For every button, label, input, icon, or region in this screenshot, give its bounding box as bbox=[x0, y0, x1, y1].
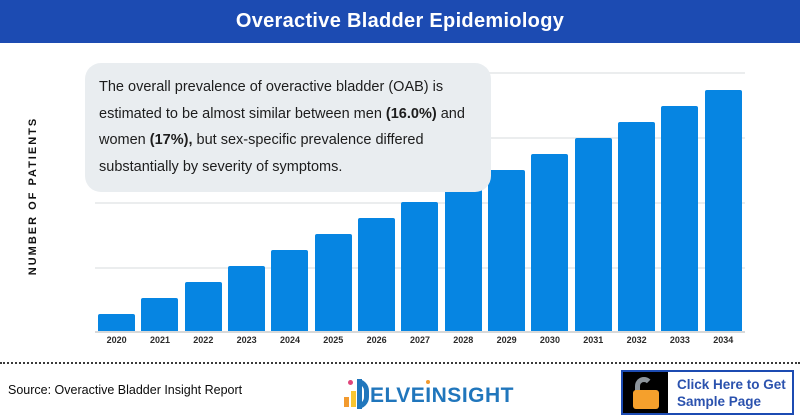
x-tick-2023: 2023 bbox=[236, 335, 257, 345]
open-padlock-icon bbox=[632, 376, 659, 409]
logo-orange-bar bbox=[344, 397, 349, 407]
delveinsight-logo: ELVEINSIGHT bbox=[344, 377, 514, 409]
logo-pink-dot bbox=[348, 380, 353, 385]
annotation-text: The overall prevalence of overactive bla… bbox=[99, 79, 465, 175]
source-text: Source: Overactive Bladder Insight Repor… bbox=[8, 383, 243, 397]
page-title: Overactive Bladder Epidemiology bbox=[235, 10, 565, 32]
x-tick-2030: 2030 bbox=[539, 335, 560, 345]
logo-accent-i: I bbox=[425, 384, 432, 407]
bar-2028 bbox=[444, 186, 482, 331]
bar-2024 bbox=[271, 250, 309, 331]
x-tick-2032: 2032 bbox=[626, 335, 647, 345]
lock-icon-box bbox=[623, 372, 668, 413]
x-tick-2027: 2027 bbox=[409, 335, 430, 345]
logo-d-curve bbox=[357, 379, 369, 409]
bar-column-2029 bbox=[485, 60, 528, 331]
bars-row bbox=[95, 60, 745, 331]
x-axis-line bbox=[95, 331, 745, 333]
bar-column-2033 bbox=[658, 60, 701, 331]
bar-2027 bbox=[401, 202, 439, 331]
bar-column-2024 bbox=[268, 60, 311, 331]
x-tick-2026: 2026 bbox=[366, 335, 387, 345]
get-sample-page-button[interactable]: Click Here to Get Sample Page bbox=[621, 370, 794, 415]
delveinsight-logo-icon bbox=[344, 379, 369, 409]
bar-2034 bbox=[704, 90, 742, 331]
bar-column-2028 bbox=[442, 60, 485, 331]
logo-wordmark: ELVEINSIGHT bbox=[370, 384, 514, 407]
x-tick-2031: 2031 bbox=[583, 335, 604, 345]
annotation-bubble: The overall prevalence of overactive bla… bbox=[85, 63, 491, 192]
bar-2025 bbox=[314, 234, 352, 331]
bar-column-2026 bbox=[355, 60, 398, 331]
bar-2023 bbox=[228, 266, 266, 331]
bar-chart-plot-area bbox=[95, 60, 745, 333]
bar-column-2025 bbox=[312, 60, 355, 331]
x-tick-2024: 2024 bbox=[279, 335, 300, 345]
header-banner: Overactive Bladder Epidemiology bbox=[0, 0, 800, 43]
x-tick-2022: 2022 bbox=[193, 335, 214, 345]
bar-2032 bbox=[618, 122, 656, 331]
x-tick-2021: 2021 bbox=[149, 335, 170, 345]
bar-column-2020 bbox=[95, 60, 138, 331]
bar-column-2034 bbox=[702, 60, 745, 331]
x-tick-2033: 2033 bbox=[669, 335, 690, 345]
bar-column-2030 bbox=[528, 60, 571, 331]
bar-2029 bbox=[488, 170, 526, 331]
x-tick-2028: 2028 bbox=[453, 335, 474, 345]
bar-2030 bbox=[531, 154, 569, 331]
bar-2026 bbox=[358, 218, 396, 331]
bar-column-2022 bbox=[182, 60, 225, 331]
x-tick-2020: 2020 bbox=[106, 335, 127, 345]
bar-column-2031 bbox=[572, 60, 615, 331]
logo-yellow-bar bbox=[351, 391, 356, 407]
bar-2022 bbox=[184, 282, 222, 331]
bar-2020 bbox=[98, 314, 136, 331]
x-labels-row: 2020 2021 2022 2023 2024 2025 2026 2027 2028 2029… bbox=[95, 335, 745, 345]
y-axis-label: NUMBER OF PATIENTS bbox=[27, 116, 39, 276]
x-tick-2029: 2029 bbox=[496, 335, 517, 345]
cta-label: Click Here to Get Sample Page bbox=[677, 376, 786, 409]
bar-column-2032 bbox=[615, 60, 658, 331]
bar-2021 bbox=[141, 298, 179, 331]
bar-column-2027 bbox=[398, 60, 441, 331]
footer-dotted-divider bbox=[0, 362, 800, 364]
bar-2031 bbox=[574, 138, 612, 331]
bar-column-2021 bbox=[138, 60, 181, 331]
x-tick-2025: 2025 bbox=[323, 335, 344, 345]
bar-2033 bbox=[661, 106, 699, 331]
bar-column-2023 bbox=[225, 60, 268, 331]
x-tick-2034: 2034 bbox=[713, 335, 734, 345]
